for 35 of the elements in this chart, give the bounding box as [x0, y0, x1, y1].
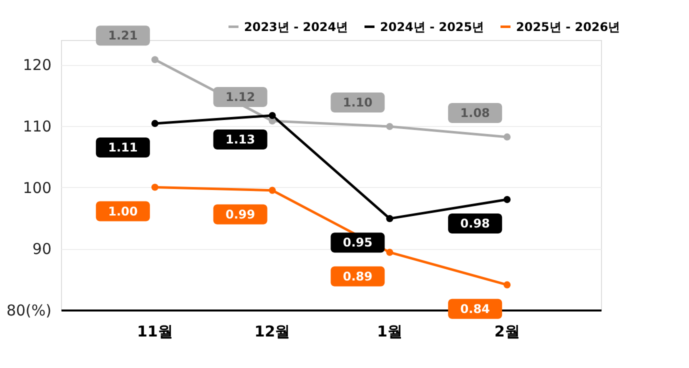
annotation: 1.13	[226, 132, 256, 146]
point	[151, 120, 158, 127]
annotation: 1.12	[226, 90, 256, 104]
point	[268, 112, 276, 120]
point	[504, 196, 511, 204]
annotation: 0.89	[342, 269, 372, 284]
legend-label: 2024년 - 2025년	[380, 20, 484, 34]
point	[386, 248, 394, 256]
annotation: 1.21	[108, 28, 138, 43]
point	[151, 56, 158, 64]
y-tick-label: 100	[22, 178, 52, 197]
x-tick-label: 1월	[376, 322, 402, 340]
annotation: 1.10	[342, 96, 372, 110]
y-tick-label: 90	[32, 240, 52, 258]
annotation: 1.11	[108, 140, 138, 154]
point	[504, 281, 511, 288]
legend-label: 2025년 - 2026년	[516, 20, 620, 34]
point	[386, 122, 394, 130]
x-tick-label: 11월	[136, 322, 173, 340]
annotation: 1.00	[108, 204, 138, 218]
y-tick-label: 120	[22, 56, 52, 74]
annotation: 0.84	[460, 302, 490, 316]
x-tick-label: 12월	[254, 322, 290, 340]
y-tick-label: 110	[22, 117, 52, 136]
y-tick-label: 80(%)	[6, 302, 52, 320]
point	[268, 186, 276, 194]
point	[151, 184, 158, 191]
point	[504, 133, 511, 140]
legend-label: 2023년 - 2024년	[244, 20, 348, 34]
annotation: 0.98	[460, 216, 490, 231]
x-tick-label: 2월	[494, 322, 520, 340]
annotation: 0.95	[342, 236, 372, 250]
point	[386, 215, 394, 222]
annotation: 1.08	[460, 106, 490, 120]
annotation: 0.99	[226, 207, 256, 222]
